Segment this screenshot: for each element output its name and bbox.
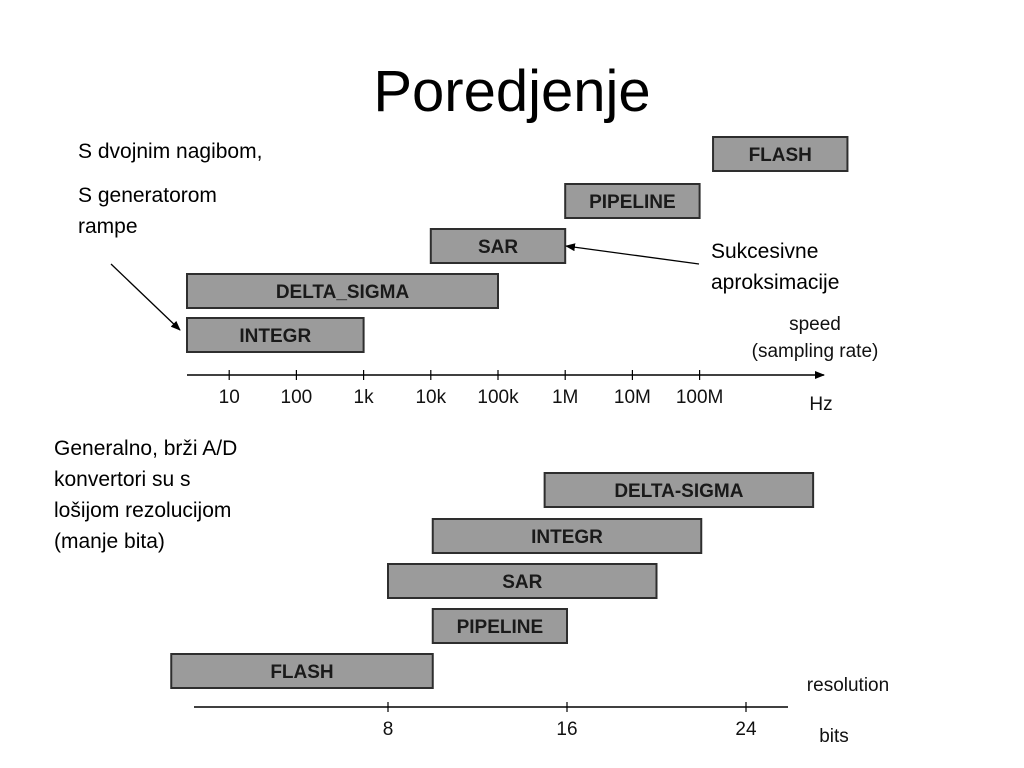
speed-bar-delta-sigma (186, 273, 499, 309)
note-ramp-line1: S generatorom (78, 184, 217, 207)
speed-bar-label: FLASH (749, 145, 812, 166)
speed-bar-label: SAR (478, 237, 518, 258)
note-dual-slope: S dvojnim nagibom, (78, 140, 263, 163)
speed-tick-label: 1M (552, 387, 578, 408)
speed-bar-label: PIPELINE (589, 192, 676, 213)
speed-axis-label: speed (789, 314, 841, 335)
speed-bar-label: DELTA_SIGMA (276, 282, 410, 303)
resolution-chart: DELTA-SIGMA INTEGR SAR PIPELINE FLASH 8 16 24 re… (170, 472, 889, 747)
resolution-bar-label: SAR (502, 572, 542, 593)
speed-tick-label: 10M (614, 387, 651, 408)
note-general: Generalno, brži A/D konvertori su s loši… (54, 433, 237, 557)
resolution-tick-label: 8 (383, 719, 394, 740)
speed-bar-integr (186, 317, 365, 353)
speed-bar-flash (712, 136, 849, 172)
note-sar-line1: Sukcesivne (711, 240, 819, 263)
resolution-bar-label: DELTA-SIGMA (614, 481, 743, 502)
resolution-bar-label: PIPELINE (457, 617, 544, 638)
resolution-bar-pipeline (431, 608, 568, 644)
resolution-bar-label: INTEGR (531, 527, 603, 548)
resolution-axis-label: resolution (807, 675, 889, 696)
resolution-tick-label: 24 (735, 719, 757, 740)
slide-title: Poredjenje (373, 59, 651, 124)
resolution-bar-label: FLASH (270, 662, 333, 683)
resolution-axis-unit: bits (819, 726, 849, 747)
speed-tick-label: 1k (354, 387, 375, 408)
speed-tick-label: 10 (219, 387, 240, 408)
note-sar-line2: aproksimacije (711, 271, 840, 294)
note-general-line4: (manje bita) (54, 530, 165, 553)
speed-axis-sublabel: (sampling rate) (752, 341, 879, 362)
speed-bar-pipeline (564, 183, 701, 219)
resolution-tick-label: 16 (556, 719, 577, 740)
speed-bar-label: INTEGR (239, 326, 311, 347)
resolution-bar-sar (387, 563, 658, 599)
note-successive-approximation: Sukcesivne aproksimacije (711, 236, 839, 298)
resolution-bar-integr (431, 518, 703, 554)
note-ramp-generator: S generatorom rampe (78, 180, 217, 242)
resolution-bar-flash (170, 653, 434, 689)
speed-tick-label: 10k (415, 387, 446, 408)
speed-tick-label: 100M (676, 387, 724, 408)
speed-chart: FLASH PIPELINE SAR DELTA_SIGMA INTEGR 10 100 1k… (186, 136, 879, 415)
sar-arrow (565, 243, 700, 265)
note-general-line3: lošijom rezolucijom (54, 499, 232, 522)
speed-tick-label: 100 (281, 387, 313, 408)
resolution-bar-delta-sigma (543, 472, 815, 508)
speed-axis-unit: Hz (809, 394, 832, 415)
note-ramp-line2: rampe (78, 215, 138, 238)
ramp-generator-arrow (110, 263, 181, 331)
note-general-line2: konvertori su s (54, 468, 191, 491)
speed-tick-label: 100k (477, 387, 519, 408)
note-general-line1: Generalno, brži A/D (54, 437, 238, 460)
